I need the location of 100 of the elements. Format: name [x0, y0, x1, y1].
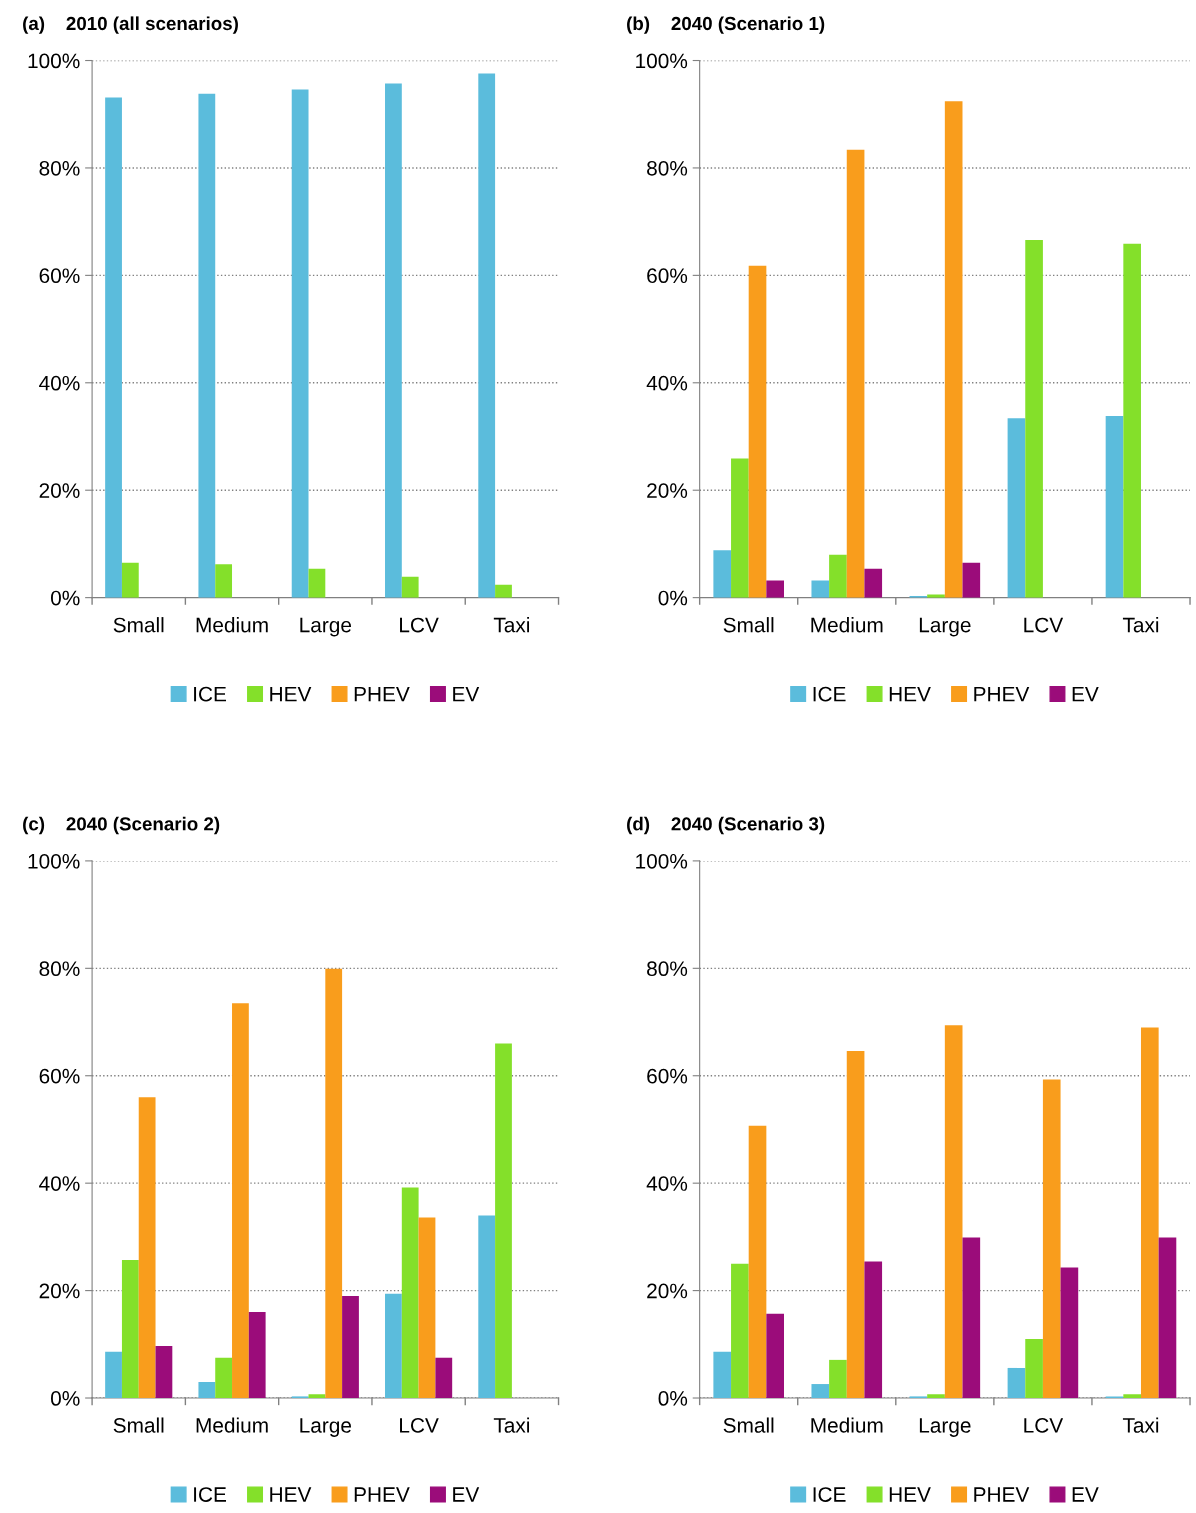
bar	[308, 1394, 326, 1399]
bar	[385, 83, 402, 598]
bar	[766, 1313, 784, 1399]
x-tick-label: Small	[723, 1417, 774, 1433]
bar	[944, 1025, 963, 1399]
y-tick-label: 20%	[39, 483, 80, 498]
bar	[829, 1359, 847, 1399]
bar	[478, 73, 496, 598]
bar	[811, 1384, 830, 1399]
x-tick-label: Medium	[811, 617, 883, 633]
bar	[1158, 1237, 1177, 1399]
bar	[215, 564, 233, 598]
bar	[766, 580, 784, 598]
y-tick-label: 60%	[39, 1068, 80, 1084]
legend-label: EV	[453, 686, 480, 702]
bar	[1042, 1079, 1061, 1399]
bar	[495, 1043, 512, 1399]
bar	[291, 89, 309, 598]
bar	[731, 1263, 749, 1399]
bar	[1123, 1394, 1141, 1399]
bar	[962, 562, 981, 598]
bar	[401, 1187, 419, 1399]
y-tick-label: 0%	[658, 590, 688, 606]
bar	[215, 1357, 233, 1399]
legend-label: EV	[1072, 1487, 1099, 1502]
bar	[811, 580, 830, 598]
chart-title: (d) 2040 (Scenario 3)	[627, 816, 825, 835]
legend-label: HEV	[889, 1487, 931, 1502]
y-tick-label: 60%	[39, 268, 80, 284]
y-tick-label: 80%	[647, 961, 688, 977]
bar	[944, 101, 963, 598]
bar	[927, 1394, 945, 1399]
x-tick-label: LCV	[400, 617, 439, 633]
bar	[864, 568, 883, 598]
bar	[1007, 418, 1026, 598]
y-tick-label: 100%	[636, 853, 688, 869]
y-tick-label: 100%	[636, 53, 688, 69]
y-tick-label: 20%	[39, 1283, 80, 1299]
x-tick-label: Medium	[811, 1417, 883, 1433]
chart-title: (b) 2040 (Scenario 1)	[627, 16, 825, 34]
legend-label: PHEV	[354, 686, 410, 702]
legend-label: EV	[1072, 686, 1099, 702]
bar	[121, 562, 139, 598]
bar	[198, 1381, 216, 1399]
bar	[342, 1295, 359, 1399]
legend-label: ICE	[194, 686, 227, 702]
bar	[121, 1259, 139, 1399]
y-tick-label: 60%	[647, 1068, 688, 1084]
x-tick-label: Taxi	[493, 617, 530, 633]
chart-title: (a) 2010 (all scenarios)	[23, 16, 238, 34]
bar	[105, 1351, 122, 1399]
bar	[198, 93, 216, 598]
y-tick-label: 20%	[647, 483, 688, 498]
x-tick-label: Large	[300, 617, 352, 637]
bar	[713, 550, 732, 598]
x-tick-label: LCV	[400, 1418, 439, 1433]
y-tick-label: 0%	[50, 1391, 80, 1406]
y-tick-label: 80%	[39, 160, 80, 176]
bar	[478, 1215, 496, 1399]
bar	[232, 1003, 249, 1399]
bar	[864, 1261, 883, 1399]
chart-title: (c) 2040 (Scenario 2)	[23, 816, 220, 835]
x-tick-label: Large	[919, 617, 971, 637]
bar	[846, 1051, 865, 1399]
bar	[1140, 1027, 1159, 1399]
legend-label: HEV	[270, 1487, 312, 1502]
x-tick-label: LCV	[1024, 1418, 1064, 1433]
bar	[731, 458, 749, 598]
legend-label: ICE	[813, 1487, 846, 1502]
x-tick-label: Large	[300, 1418, 352, 1437]
legend-label: ICE	[194, 1487, 227, 1502]
y-tick-label: 40%	[39, 375, 80, 391]
bar	[105, 97, 122, 598]
legend-label: HEV	[889, 686, 931, 702]
bar	[748, 265, 767, 598]
bar	[927, 594, 945, 598]
bar	[435, 1357, 453, 1399]
legend-label: PHEV	[974, 1487, 1030, 1502]
y-tick-label: 100%	[28, 853, 80, 869]
legend-label: ICE	[813, 686, 846, 702]
bar	[1123, 243, 1141, 598]
x-tick-label: Taxi	[1122, 1417, 1159, 1433]
bar	[308, 568, 326, 598]
x-tick-label: Small	[113, 617, 164, 633]
bar	[1025, 239, 1043, 598]
bar	[418, 1217, 436, 1399]
bar	[1025, 1338, 1043, 1399]
bar	[138, 1097, 156, 1399]
x-tick-label: LCV	[1024, 617, 1064, 633]
bar	[495, 584, 512, 598]
legend-label: EV	[453, 1487, 480, 1502]
y-tick-label: 40%	[646, 375, 688, 391]
bar	[829, 554, 847, 598]
y-tick-label: 80%	[647, 160, 688, 176]
x-tick-label: Taxi	[1122, 617, 1159, 633]
bar	[155, 1345, 173, 1399]
y-tick-label: 40%	[39, 1176, 80, 1191]
y-tick-label: 0%	[658, 1391, 688, 1406]
bar	[325, 968, 343, 1399]
x-tick-label: Small	[113, 1417, 164, 1433]
